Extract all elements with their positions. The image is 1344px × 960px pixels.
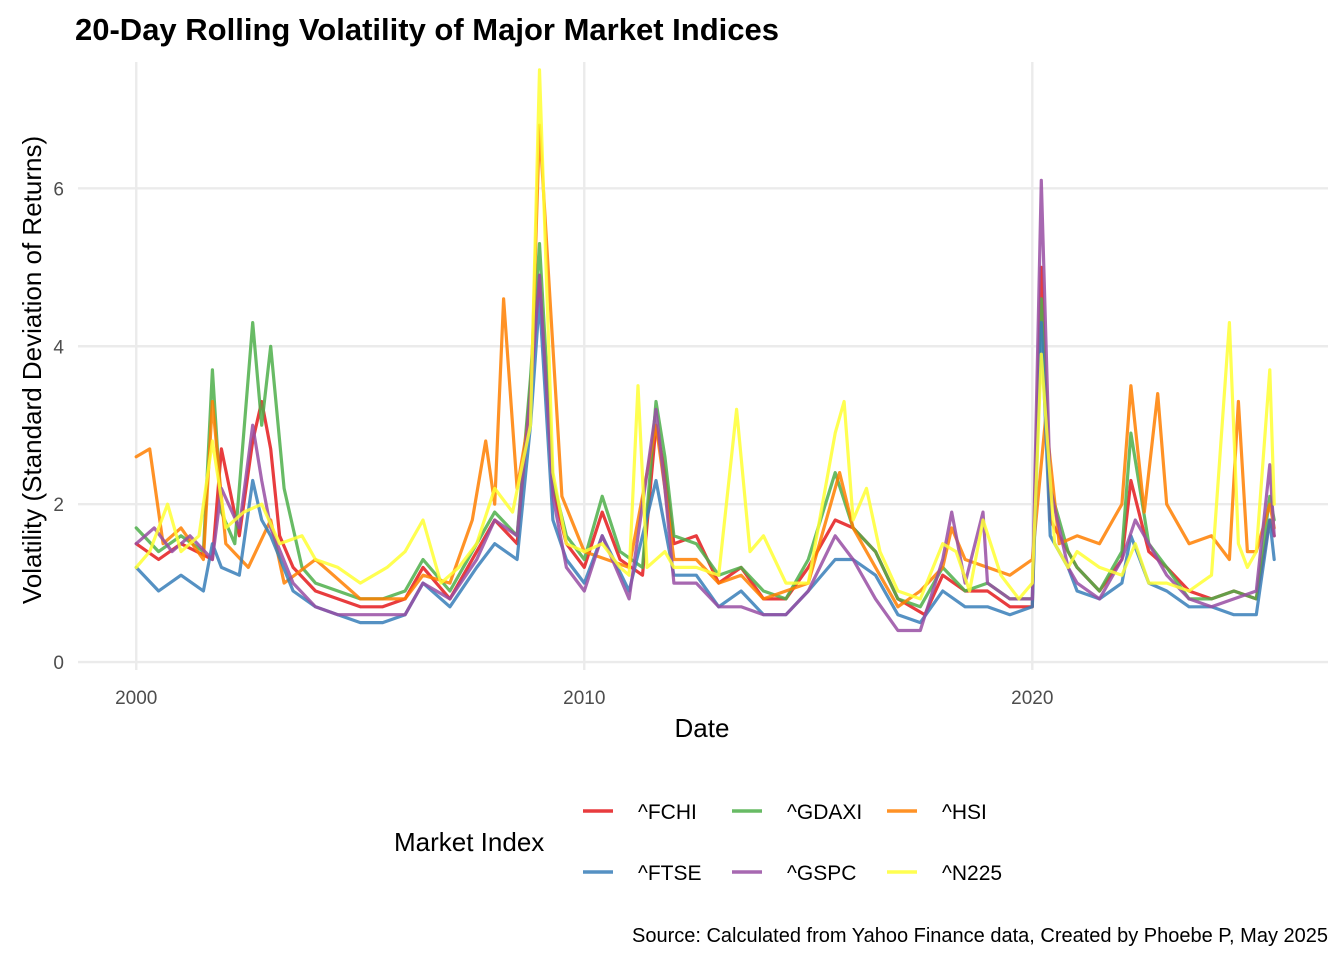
chart-title: 20-Day Rolling Volatility of Major Marke…	[75, 12, 779, 47]
legend-item-gspc: ^GSPC	[732, 862, 856, 885]
legend-item-hsi: ^HSI	[887, 801, 987, 824]
legend-label-gdaxi: ^GDAXI	[787, 801, 862, 824]
series-line-gdaxi	[134, 242, 1276, 609]
legend-label-hsi: ^HSI	[942, 801, 987, 824]
axis-ticks: 0 2 4 6 2000 2010 2020	[53, 179, 1053, 709]
grid	[78, 62, 1328, 670]
legend-item-fchi: ^FCHI	[583, 801, 697, 824]
legend-item-ftse: ^FTSE	[583, 862, 702, 885]
x-tick-label: 2020	[1011, 688, 1053, 709]
plot-area	[134, 68, 1276, 633]
y-tick-label: 2	[53, 495, 64, 516]
y-tick-label: 0	[53, 653, 64, 674]
y-axis-label: Volatility (Standard Deviation of Return…	[17, 136, 47, 604]
x-axis-label: Date	[675, 713, 730, 743]
chart-caption: Source: Calculated from Yahoo Finance da…	[632, 925, 1328, 947]
legend-label-ftse: ^FTSE	[638, 862, 702, 885]
series-line-gspc	[134, 178, 1276, 633]
y-tick-label: 6	[53, 179, 64, 200]
series-line-n225	[134, 68, 1276, 601]
series-line-fchi	[134, 265, 1276, 617]
legend-item-n225: ^N225	[887, 862, 1002, 885]
legend-label-fchi: ^FCHI	[638, 801, 697, 824]
y-tick-label: 4	[53, 337, 64, 358]
x-tick-label: 2000	[115, 688, 157, 709]
series-line-hsi	[134, 123, 1276, 609]
legend-label-gspc: ^GSPC	[787, 862, 856, 885]
legend-title: Market Index	[394, 827, 544, 857]
legend: Market Index ^FCHI ^GDAXI ^HSI ^FTSE ^GSPC ^N…	[394, 801, 1002, 885]
legend-item-gdaxi: ^GDAXI	[732, 801, 862, 824]
legend-label-n225: ^N225	[942, 862, 1002, 885]
x-tick-label: 2010	[563, 688, 605, 709]
